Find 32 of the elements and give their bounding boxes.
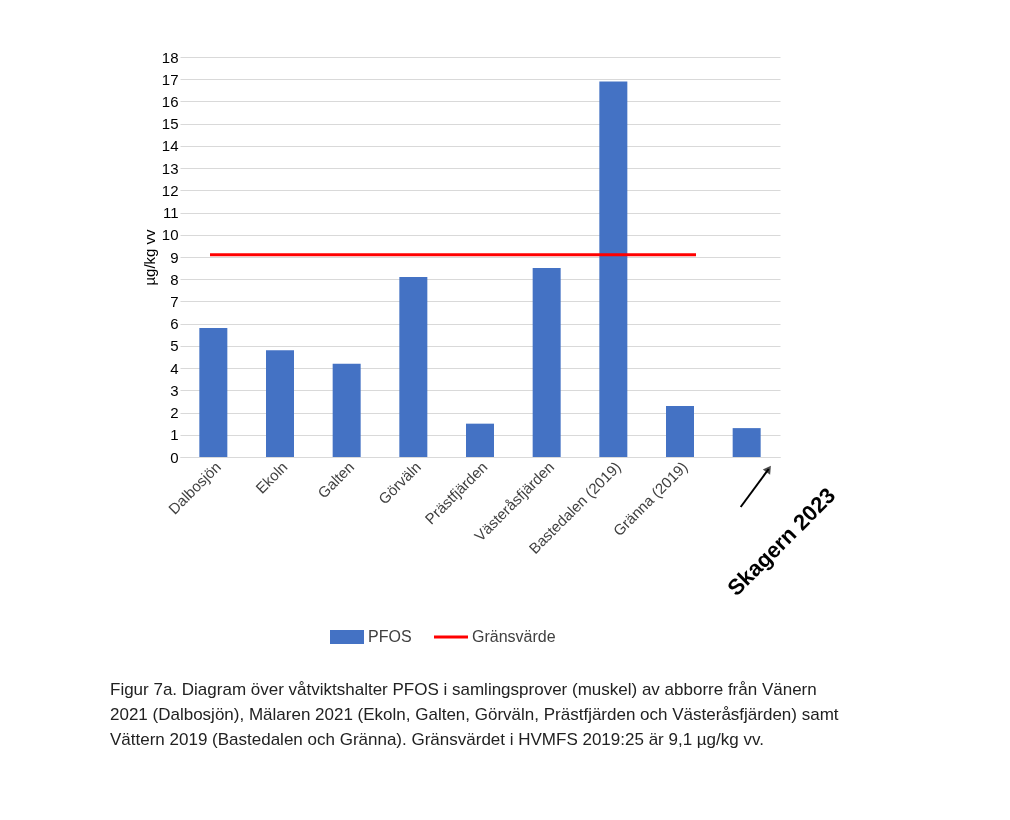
bar (666, 405, 694, 457)
bar (266, 350, 294, 457)
y-tick-label: 7 (170, 292, 179, 310)
y-tick-label: 5 (170, 337, 179, 355)
y-tick-label: 4 (170, 359, 179, 377)
y-tick-label: 16 (161, 92, 179, 110)
bar (599, 81, 628, 457)
legend-label: PFOS (368, 628, 412, 645)
bar (532, 268, 561, 457)
y-tick-label: 6 (170, 315, 179, 333)
text: Figur 7a. Diagram över våtviktshalter PFOS i samlingsprover (muskel) av abborre från Vänern 2021 (Dalbosjön), Mälaren 2021 (Ekoln, Galten, Görväln, Prästfjärden och Västeråsfjärden) samt Vättern 2019 (Bastedalen och Gränna). Gränsvärdet i HVMFS 2019:25 är 9,1 µg/kg vv. (110, 680, 839, 749)
y-tick-label: 18 (161, 48, 179, 66)
bar (332, 363, 361, 457)
y-tick-label: 0 (170, 448, 179, 466)
y-tick-label: 11 (162, 204, 179, 222)
bar (399, 277, 428, 457)
y-tick-label: 13 (161, 159, 179, 177)
y-tick-label: 3 (170, 381, 179, 399)
y-tick-label: 9 (170, 248, 179, 266)
bar (199, 328, 228, 457)
y-tick-label: 15 (161, 115, 179, 133)
y-axis-title: µg/kg vv (140, 228, 158, 286)
y-tick-label: 14 (161, 137, 179, 155)
y-tick-label: 8 (170, 270, 179, 288)
y-tick-label: 10 (161, 226, 179, 244)
bar (732, 428, 761, 457)
y-tick-label: 17 (161, 70, 179, 88)
y-tick-label: 2 (170, 404, 179, 422)
y-tick-label: 1 (170, 426, 179, 444)
legend-label: Gränsvärde (472, 628, 556, 645)
bar (466, 423, 494, 457)
y-tick-label: 12 (161, 181, 179, 199)
